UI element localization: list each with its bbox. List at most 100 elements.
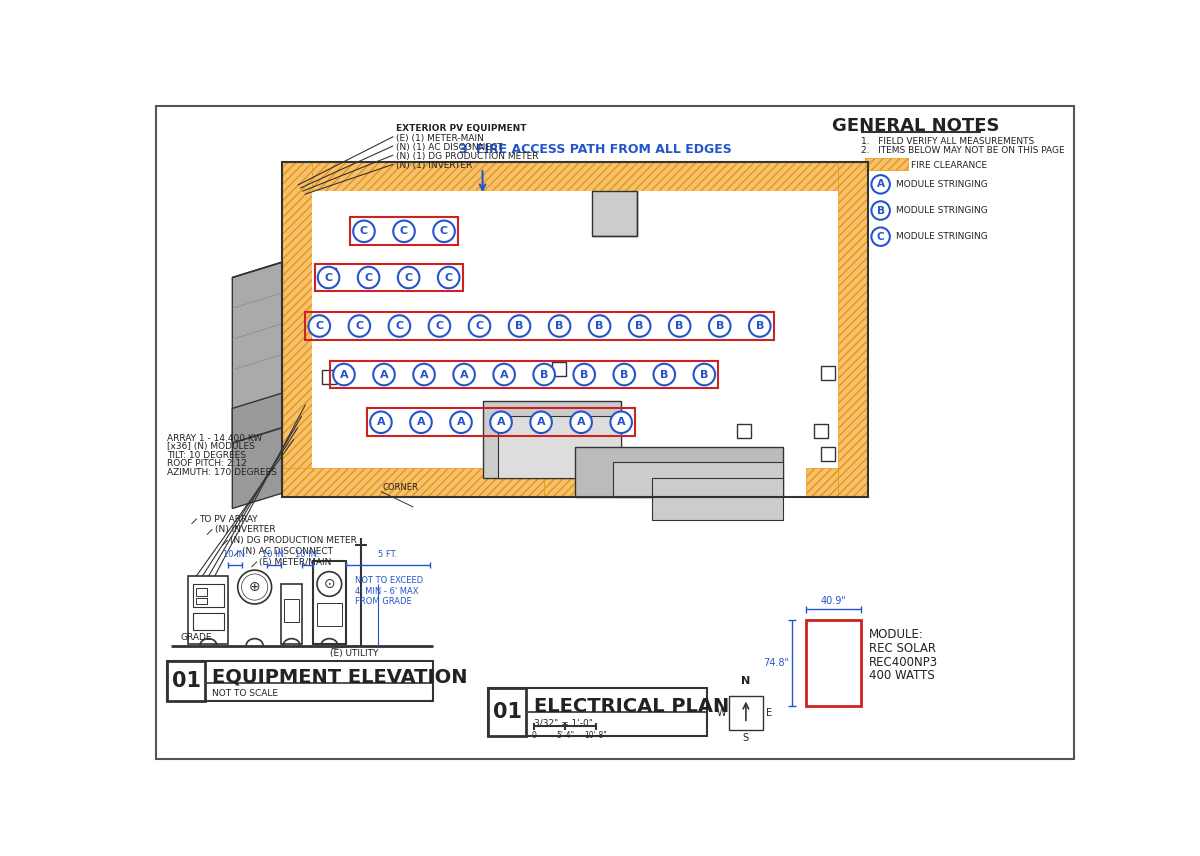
Circle shape (548, 315, 570, 336)
Circle shape (450, 412, 472, 433)
Circle shape (373, 364, 395, 385)
Text: A: A (377, 417, 385, 427)
Bar (690, 343, 806, 372)
Circle shape (370, 412, 391, 433)
Bar (196, 588, 206, 596)
Bar (196, 597, 206, 604)
Circle shape (454, 364, 475, 385)
Text: 10 IN.: 10 IN. (295, 550, 320, 559)
Bar (317, 603, 342, 627)
Text: S: S (743, 733, 749, 743)
Text: (N) (1) INVERTER: (N) (1) INVERTER (396, 161, 473, 170)
Text: B: B (515, 321, 523, 331)
Text: (N) DG PRODUCTION METER: (N) DG PRODUCTION METER (230, 536, 356, 545)
Bar (806, 467, 839, 497)
Circle shape (709, 315, 731, 336)
Text: C: C (400, 226, 408, 236)
Text: B: B (877, 205, 884, 216)
Text: ⊙: ⊙ (324, 577, 335, 591)
Circle shape (871, 175, 890, 193)
Circle shape (358, 267, 379, 288)
Bar (282, 162, 868, 191)
Text: (N) (1) AC DISCONNECT: (N) (1) AC DISCONNECT (396, 143, 503, 152)
Text: A: A (340, 370, 348, 379)
Text: 5 FT.: 5 FT. (378, 550, 397, 559)
Bar (313, 561, 346, 644)
Bar (821, 366, 835, 380)
Text: A: A (416, 417, 425, 427)
Text: ⊕: ⊕ (248, 580, 260, 594)
Bar (839, 162, 868, 497)
Text: B: B (756, 321, 764, 331)
Bar (282, 467, 544, 497)
Text: A: A (577, 417, 586, 427)
Text: B: B (676, 321, 684, 331)
Circle shape (394, 221, 415, 242)
Text: 10 IN.: 10 IN. (223, 550, 247, 559)
Text: TILT: 10 DEGREES: TILT: 10 DEGREES (167, 451, 246, 460)
Text: GRADE: GRADE (181, 633, 212, 642)
Circle shape (348, 315, 370, 336)
Bar (552, 362, 565, 376)
Text: C: C (365, 272, 373, 282)
Bar (281, 584, 302, 644)
Text: EXTERIOR PV EQUIPMENT: EXTERIOR PV EQUIPMENT (396, 124, 527, 134)
Text: 01: 01 (493, 702, 522, 722)
Bar (590, 405, 619, 497)
Text: B: B (715, 321, 724, 331)
Text: B: B (660, 370, 668, 379)
Text: (E) (1) METER-MAIN: (E) (1) METER-MAIN (396, 134, 484, 142)
Circle shape (509, 315, 530, 336)
Text: 74.8": 74.8" (763, 658, 790, 669)
Text: MODULE STRINGING: MODULE STRINGING (896, 180, 988, 188)
Bar (193, 613, 224, 630)
Text: A: A (460, 370, 468, 379)
Text: 10 IN.: 10 IN. (262, 550, 287, 559)
Circle shape (491, 412, 512, 433)
Bar (306, 312, 774, 340)
Circle shape (611, 412, 632, 433)
Circle shape (613, 364, 635, 385)
Bar (188, 576, 228, 644)
Bar (865, 158, 907, 170)
Polygon shape (233, 262, 282, 443)
Text: CORNER: CORNER (383, 483, 419, 491)
Circle shape (530, 412, 552, 433)
Bar (488, 688, 527, 735)
Text: 3/32" = 1'-0": 3/32" = 1'-0" (534, 719, 593, 728)
Text: GENERAL NOTES: GENERAL NOTES (832, 116, 1000, 134)
Circle shape (241, 574, 268, 600)
Bar (367, 408, 635, 436)
Bar (330, 360, 718, 389)
Circle shape (668, 315, 690, 336)
Bar (737, 424, 750, 437)
Text: 1.   FIELD VERIFY ALL MEASUREMENTS: 1. FIELD VERIFY ALL MEASUREMENTS (862, 137, 1034, 146)
Text: ARRAY 1 - 14.400 KW: ARRAY 1 - 14.400 KW (167, 434, 262, 443)
Circle shape (654, 364, 676, 385)
Circle shape (438, 267, 460, 288)
Bar (167, 661, 432, 701)
Circle shape (433, 221, 455, 242)
Text: 0: 0 (532, 731, 536, 740)
Text: A: A (457, 417, 466, 427)
Text: C: C (324, 272, 332, 282)
Circle shape (694, 364, 715, 385)
Text: MODULE:: MODULE: (869, 627, 924, 641)
Bar (728, 696, 763, 729)
Text: TO PV ARRAY: TO PV ARRAY (199, 514, 258, 524)
Bar (314, 264, 462, 291)
Bar (613, 462, 782, 497)
Text: [x36] (N) MODULES: [x36] (N) MODULES (167, 443, 254, 451)
Text: ROOF PITCH: 2:12: ROOF PITCH: 2:12 (167, 459, 247, 468)
Text: (N) INVERTER: (N) INVERTER (215, 526, 275, 534)
Text: 01: 01 (172, 671, 200, 691)
Bar (482, 401, 622, 478)
Circle shape (334, 364, 355, 385)
Text: MODULE STRINGING: MODULE STRINGING (896, 232, 988, 241)
Text: ELECTRICAL PLAN: ELECTRICAL PLAN (534, 697, 730, 716)
Text: MODULE STRINGING: MODULE STRINGING (896, 206, 988, 215)
Text: REC SOLAR: REC SOLAR (869, 642, 936, 655)
Bar (690, 343, 720, 405)
Circle shape (533, 364, 554, 385)
Bar (488, 688, 708, 735)
